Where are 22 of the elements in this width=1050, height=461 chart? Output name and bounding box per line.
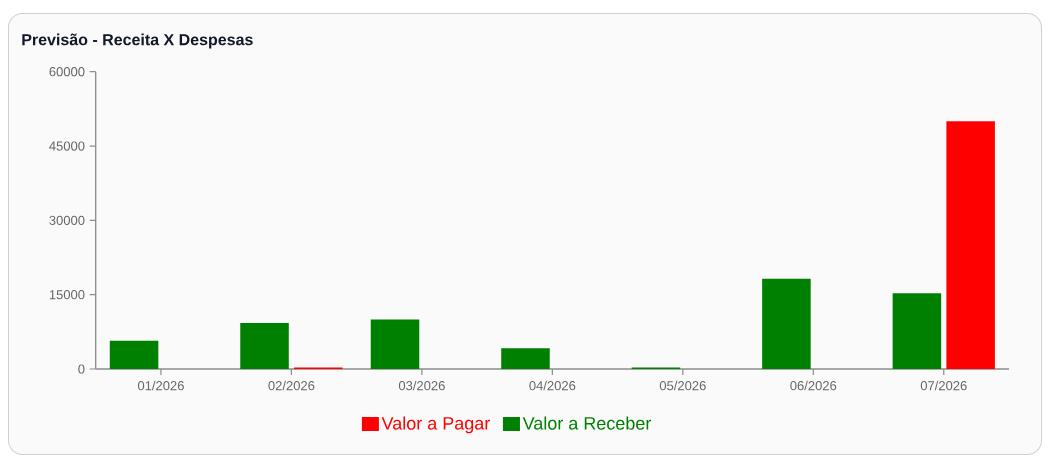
bar [501,348,550,369]
x-tick-label: 01/2026 [137,380,184,391]
y-tick-label: 60000 [49,67,85,77]
x-tick-label: 05/2026 [659,380,706,391]
y-tick-label: 45000 [49,141,85,151]
y-tick-label: 15000 [49,290,85,300]
bar [370,319,420,369]
x-tick-label: 03/2026 [398,380,445,391]
bar [762,278,811,369]
bar [946,121,995,369]
bar [892,293,942,369]
bar [109,340,159,369]
legend-label: Valor a Pagar [381,416,490,434]
x-tick-label: 04/2026 [529,380,576,391]
y-tick-label: 30000 [49,215,85,225]
y-tick-label: 0 [78,364,85,374]
x-tick-label: 02/2026 [268,380,315,391]
x-tick-label: 06/2026 [790,380,837,391]
legend-label: Valor a Receber [522,416,652,430]
chart-title: Previsão - Receita X Despesas [22,33,253,49]
bar [240,322,289,369]
x-tick-label: 07/2026 [920,380,967,391]
